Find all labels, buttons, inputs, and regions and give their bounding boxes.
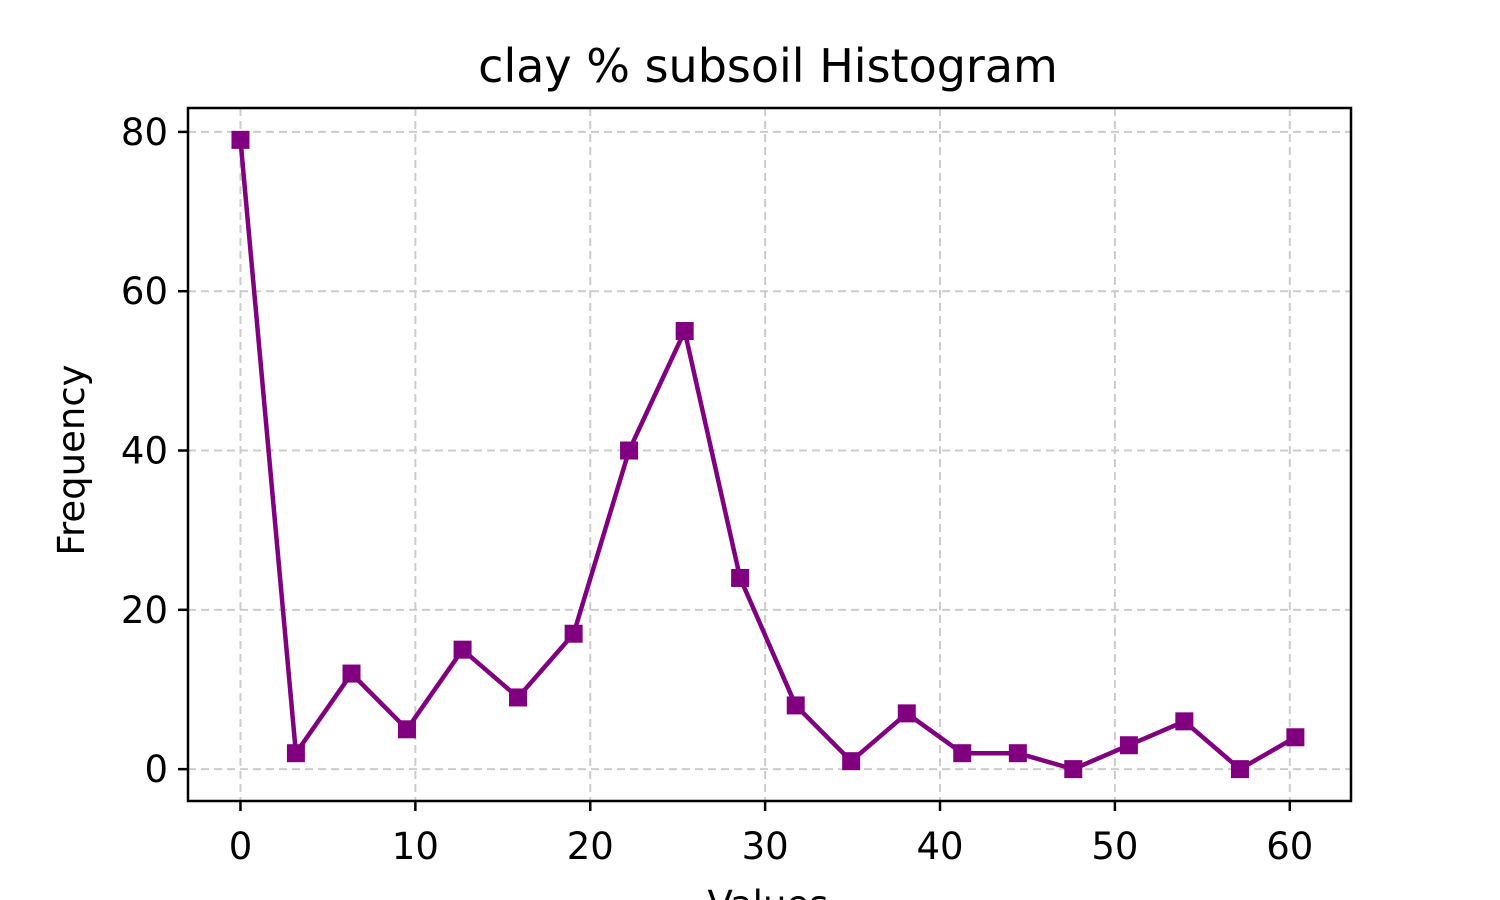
grid — [188, 108, 1351, 801]
x-tick-label: 30 — [742, 825, 789, 868]
data-point-marker — [897, 704, 916, 723]
y-tick-label: 40 — [121, 430, 168, 473]
x-tick-label: 10 — [392, 825, 439, 868]
data-point-marker — [564, 624, 583, 643]
y-tick-label: 80 — [121, 111, 168, 154]
series-layer — [231, 130, 1305, 779]
y-tick-label: 20 — [121, 589, 168, 632]
x-axis-label: Values — [708, 883, 829, 900]
data-point-marker — [675, 322, 694, 341]
plot-frame — [186, 106, 1353, 803]
data-point-marker — [786, 696, 805, 715]
data-point-marker — [1008, 744, 1027, 763]
data-point-marker — [620, 441, 639, 460]
x-tick-label: 0 — [229, 825, 253, 868]
data-point-marker — [731, 568, 750, 587]
x-tick-label: 60 — [1266, 825, 1313, 868]
data-point-marker — [231, 130, 250, 149]
x-tick-label: 50 — [1091, 825, 1138, 868]
series-line — [238, 139, 1297, 772]
x-tick-label: 20 — [567, 825, 614, 868]
data-point-marker — [1064, 760, 1083, 779]
y-tick-label: 60 — [121, 270, 168, 313]
data-point-marker — [509, 688, 528, 707]
axis-ticks: 0 10 20 30 40 50 60 0 20 40 60 80 — [121, 111, 1313, 868]
y-tick-label: 0 — [144, 748, 168, 791]
data-point-marker — [1230, 760, 1249, 779]
data-point-marker — [1286, 728, 1305, 747]
data-point-marker — [842, 752, 861, 771]
data-point-marker — [342, 664, 361, 683]
data-point-marker — [286, 744, 305, 763]
y-axis-label: Frequency — [50, 364, 93, 555]
data-point-marker — [1119, 736, 1138, 755]
x-tick-label: 40 — [916, 825, 963, 868]
data-point-marker — [453, 640, 472, 659]
data-point-marker — [953, 744, 972, 763]
chart-title: clay % subsoil Histogram — [478, 39, 1058, 93]
data-point-marker — [1175, 712, 1194, 731]
data-point-marker — [397, 720, 416, 739]
